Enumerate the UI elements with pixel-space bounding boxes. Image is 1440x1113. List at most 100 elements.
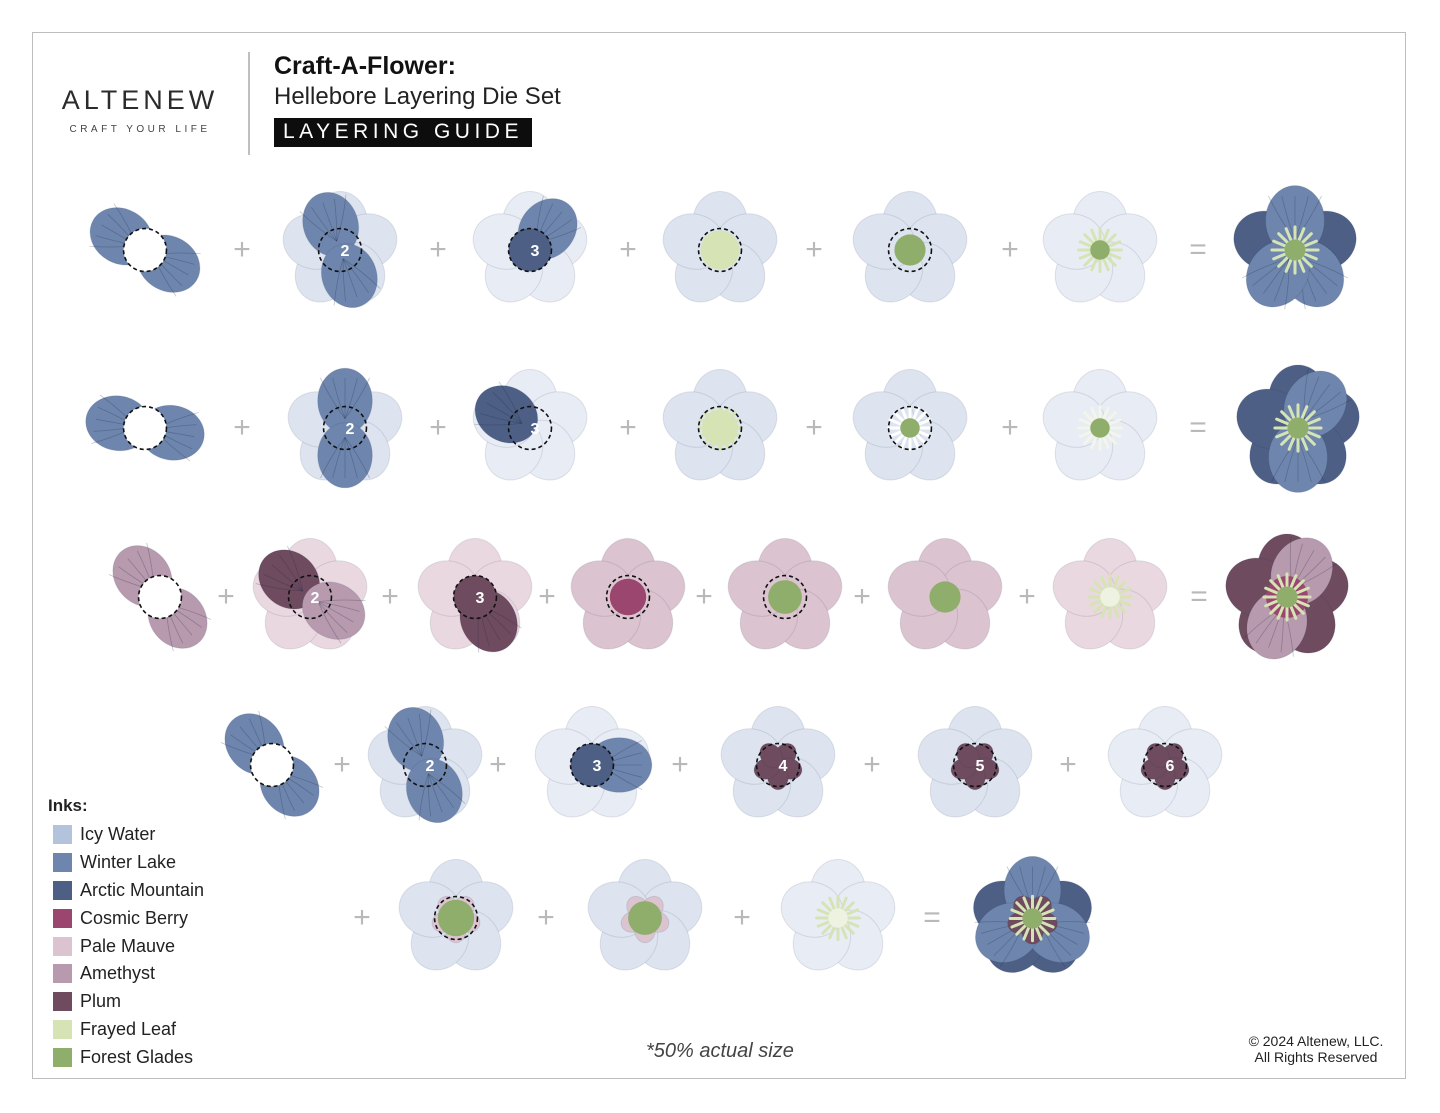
flower-pistil <box>900 418 920 438</box>
petal <box>759 742 783 769</box>
die-number: 1 <box>146 243 155 260</box>
stamen <box>1100 575 1109 591</box>
plus-sign: + <box>1001 411 1019 444</box>
plus-sign: + <box>1001 233 1019 266</box>
flower-pistil <box>1276 586 1298 608</box>
stamen <box>1090 256 1099 272</box>
stamen <box>1284 257 1293 273</box>
petal <box>405 758 466 824</box>
flower-center <box>700 230 740 270</box>
die-number: 1 <box>273 758 282 775</box>
stamen <box>1083 411 1096 424</box>
flower-layer <box>727 538 843 650</box>
dashed-guide-ring <box>452 574 498 620</box>
die-number: 2 <box>311 590 320 607</box>
plus-sign: + <box>381 580 399 613</box>
plus-sign: + <box>805 233 823 266</box>
flower-layer <box>1236 364 1360 493</box>
plus-sign: + <box>429 233 447 266</box>
logo-wordmark: ALTENEW <box>61 85 219 115</box>
flower-layer: 3 <box>534 706 653 818</box>
plus-sign: + <box>733 901 751 934</box>
dashed-guide-ring <box>287 574 333 620</box>
stamen <box>893 411 906 424</box>
stamen <box>1034 925 1043 941</box>
stamen <box>1277 255 1290 268</box>
plus-sign: + <box>353 901 371 934</box>
plus-sign: + <box>537 901 555 934</box>
flower-layer <box>570 538 686 650</box>
stamen <box>1300 255 1313 268</box>
stamen <box>703 432 716 445</box>
petal <box>317 422 373 489</box>
stamen <box>1277 232 1290 245</box>
equals-sign: = <box>1189 411 1207 444</box>
ink-swatch <box>53 1019 72 1039</box>
ink-name: Amethyst <box>80 963 156 984</box>
stamen <box>724 411 737 424</box>
stamen <box>1037 900 1050 913</box>
flower-layer <box>1042 191 1158 303</box>
stamen <box>1269 602 1282 615</box>
flower-layer <box>852 369 968 481</box>
stamen <box>839 924 848 940</box>
ink-item: Amethyst <box>48 960 204 988</box>
stamen <box>703 411 716 424</box>
stamen <box>1039 920 1055 929</box>
stamen <box>1272 239 1288 248</box>
flower-layer: 2 <box>282 191 398 309</box>
stamen <box>911 406 920 422</box>
header-divider <box>248 52 250 155</box>
ink-swatch <box>53 853 72 873</box>
plus-sign: + <box>333 748 351 781</box>
stamen <box>900 434 909 450</box>
die-number: 2 <box>426 758 435 775</box>
stamen <box>1106 251 1122 260</box>
stamen <box>1088 598 1104 607</box>
stamen <box>1114 580 1127 593</box>
stamen <box>1021 925 1030 941</box>
dashed-guide-ring <box>952 742 998 788</box>
stamen <box>1269 579 1282 592</box>
flower-center <box>768 580 802 614</box>
plus-sign: + <box>1018 580 1036 613</box>
stamen <box>888 429 904 438</box>
stamen <box>726 418 742 427</box>
page-title: Craft-A-Flower: <box>274 52 456 80</box>
flower-pistil <box>1284 239 1306 261</box>
stamen <box>698 429 714 438</box>
die-number: 1 <box>161 590 170 607</box>
flower-center <box>628 901 662 935</box>
stamen <box>1104 411 1117 424</box>
ink-list: Icy Water Winter Lake Arctic Mountain Cosmi… <box>48 821 204 1071</box>
stamen <box>1106 240 1122 249</box>
stamen <box>888 418 904 427</box>
die-number: 3 <box>531 243 540 260</box>
stamen <box>1275 417 1291 426</box>
stamen <box>1106 429 1122 438</box>
dashed-guide-ring <box>762 574 808 620</box>
stamen <box>844 908 860 917</box>
die-number: 3 <box>593 758 602 775</box>
stamen <box>816 908 832 917</box>
ink-swatch <box>53 936 72 956</box>
flower-pistil <box>1090 418 1110 438</box>
stamen <box>1116 598 1132 607</box>
plus-sign: + <box>429 411 447 444</box>
flower-layer <box>852 191 968 303</box>
flower-center <box>609 578 647 616</box>
dashed-guide-ring <box>887 405 933 451</box>
ink-item: Pale Mauve <box>48 932 204 960</box>
ink-item: Cosmic Berry <box>48 904 204 932</box>
stamen <box>1104 233 1117 246</box>
flower-layer: 3 <box>472 369 588 481</box>
ink-name: Cosmic Berry <box>80 907 189 928</box>
plus-sign: + <box>489 748 507 781</box>
plus-sign: + <box>695 580 713 613</box>
dashed-guide-ring <box>697 227 743 273</box>
stamen <box>1114 601 1127 614</box>
petal <box>317 367 373 434</box>
stamen <box>821 922 834 935</box>
die-number: 4 <box>779 758 788 775</box>
plus-sign: + <box>233 411 251 444</box>
